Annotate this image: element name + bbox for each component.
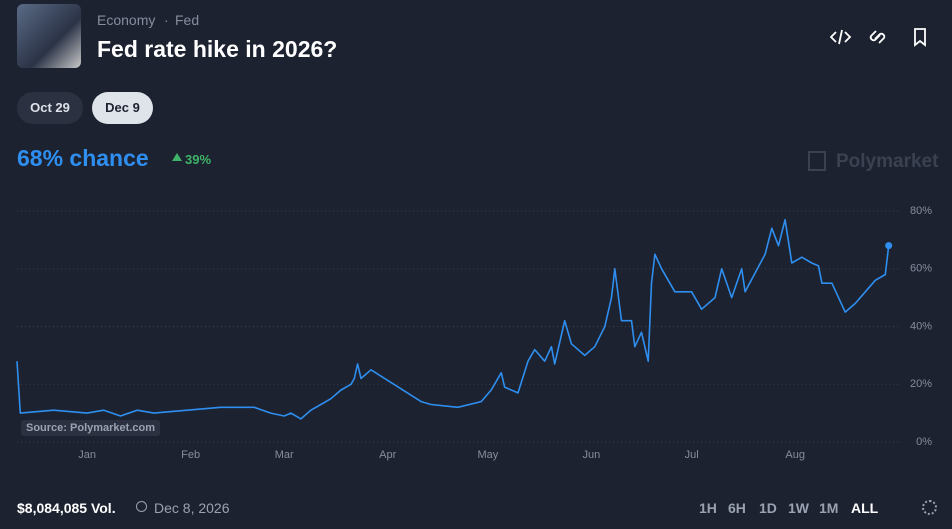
chart: 0% 20% 40% 60% 80% Jan Feb Mar Apr May Jun Jul Aug [16, 205, 932, 461]
y-tick-label: 80% [910, 205, 932, 217]
y-tick-label: 40% [910, 320, 932, 332]
x-tick-label: Apr [379, 449, 396, 461]
range-active[interactable]: ALL [851, 500, 879, 516]
bookmark-icon[interactable] [914, 28, 926, 47]
watermark: Polymarket [836, 151, 939, 172]
change-arrow [172, 153, 182, 161]
y-tick-label: 0% [916, 436, 932, 448]
change: 39% [185, 152, 212, 167]
range[interactable]: 6H [728, 500, 746, 516]
x-tick-label: May [478, 449, 499, 461]
source: Source: Polymarket.com [21, 420, 160, 436]
volume: $8,084,085 Vol. [17, 500, 116, 516]
watermark-logo [808, 151, 826, 171]
x-tick-label: Aug [785, 449, 805, 461]
avatar [17, 4, 81, 68]
link-icon[interactable] [869, 30, 886, 44]
y-tick-label: 20% [910, 378, 932, 390]
x-tick-label: Mar [275, 449, 294, 461]
range[interactable]: 1M [819, 500, 839, 516]
settings-icon[interactable] [922, 500, 937, 515]
clock-icon [136, 501, 147, 512]
chance: 68% chance [17, 145, 149, 171]
x-tick-label: Jun [583, 449, 601, 461]
x-tick-label: Feb [181, 449, 200, 461]
range[interactable]: 1W [788, 500, 809, 516]
end-date: Dec 8, 2026 [154, 500, 230, 516]
subcategory[interactable]: Fed [175, 12, 200, 28]
range[interactable]: 1H [699, 500, 717, 516]
x-tick-label: Jan [78, 449, 96, 461]
tab-active[interactable]: Dec 9 [92, 92, 153, 124]
price-line [16, 218, 890, 420]
title: Fed rate hike in 2026? [97, 36, 338, 62]
embed-icon[interactable] [830, 29, 852, 45]
end-point [885, 242, 893, 250]
dot: · [164, 12, 169, 28]
tab[interactable]: Oct 29 [17, 92, 83, 124]
icons[interactable] [830, 26, 935, 48]
range[interactable]: 1D [759, 500, 777, 516]
y-tick-label: 60% [910, 263, 932, 275]
category[interactable]: Economy [97, 12, 156, 28]
x-tick-label: Jul [685, 449, 699, 461]
